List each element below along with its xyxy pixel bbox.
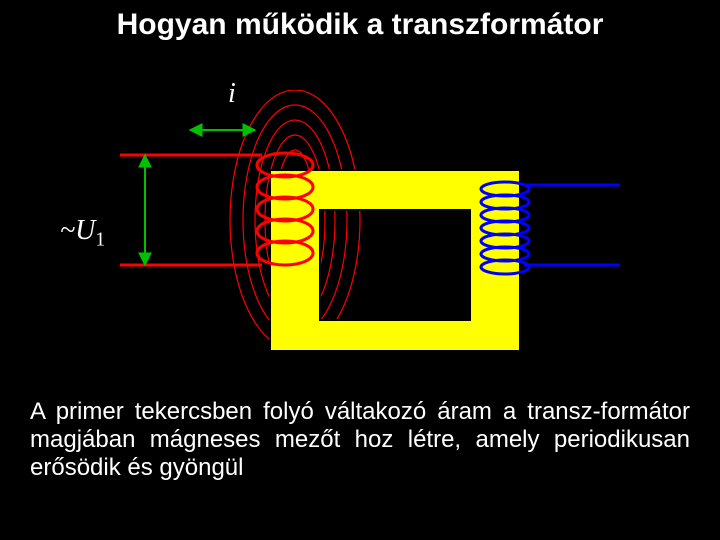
slide: { "title": { "text": "Hogyan működik a t… <box>0 0 720 540</box>
body-paragraph: A primer tekercsben folyó váltakozó áram… <box>30 398 690 482</box>
slide-title: Hogyan működik a transzformátor <box>0 8 720 42</box>
transformer-diagram <box>60 90 620 350</box>
measurement-arrows <box>145 130 255 265</box>
